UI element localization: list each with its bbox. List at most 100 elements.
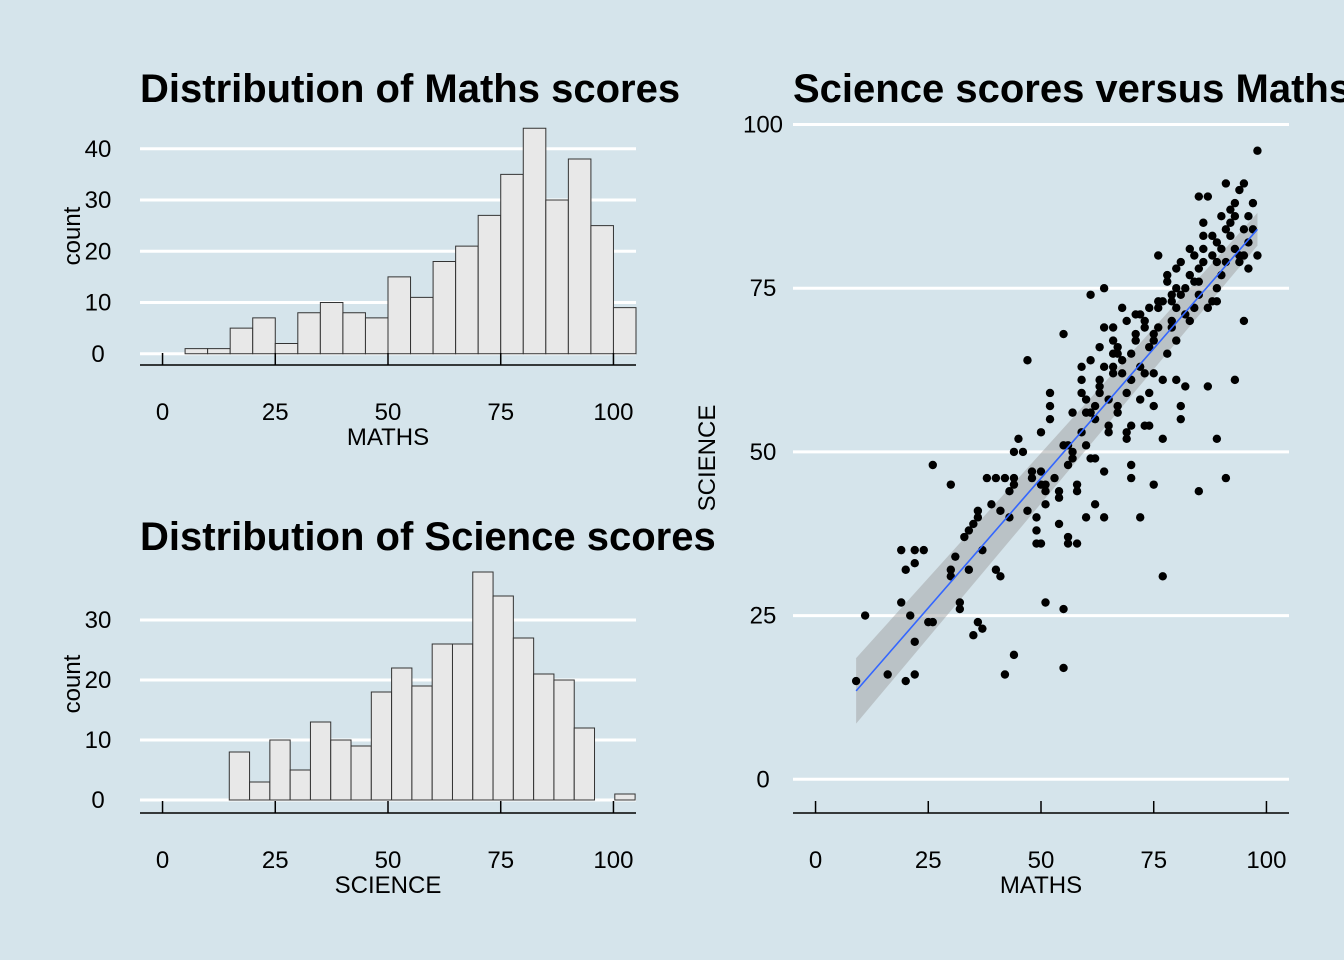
histogram-bar <box>612 307 637 355</box>
scatter-point <box>1158 434 1167 444</box>
scatter-point <box>1072 539 1082 548</box>
scatter-point <box>1149 369 1158 378</box>
scatter-point <box>1059 329 1068 339</box>
x-tick-label: 100 <box>593 847 633 874</box>
scatter-point <box>1005 486 1014 496</box>
scatter-point <box>1000 473 1010 483</box>
scatter-point <box>1226 205 1235 214</box>
scatter-point <box>973 513 983 522</box>
scatter-point <box>910 559 919 568</box>
scatter-point <box>1068 408 1077 417</box>
histogram-bar <box>411 685 433 801</box>
y-tick-label: 25 <box>750 603 777 630</box>
scatter-point <box>1045 414 1055 424</box>
scatter-point <box>1122 434 1131 444</box>
scatter-point <box>1149 336 1158 345</box>
scatter-point <box>1077 362 1086 371</box>
scatter-point <box>973 617 983 627</box>
histogram-bar <box>512 637 535 801</box>
scatter-point <box>1167 297 1176 306</box>
scatter-point <box>1163 277 1172 286</box>
scatter-point <box>910 637 919 646</box>
scatter-point <box>1099 362 1109 371</box>
scatter-point <box>1009 650 1019 660</box>
scatter-point <box>1226 231 1235 241</box>
histogram-bar <box>500 173 524 355</box>
scatter-point <box>946 565 956 574</box>
scatter-point <box>1136 362 1145 371</box>
scatter-point <box>1136 513 1145 522</box>
scatter-point <box>1244 212 1253 221</box>
scatter-point <box>960 532 969 542</box>
scatter-point <box>1221 225 1231 234</box>
y-tick-label: 30 <box>85 187 112 214</box>
x-axis-title: MATHS <box>1000 872 1082 899</box>
scatter-point <box>1041 486 1050 496</box>
histogram-bar <box>455 245 479 355</box>
scatter-point <box>1009 473 1019 483</box>
scatter-point <box>1194 264 1204 273</box>
y-tick-label: 0 <box>756 766 769 793</box>
scatter-point <box>1185 270 1195 280</box>
scatter-point <box>1081 395 1091 404</box>
scatter-point <box>1126 349 1136 358</box>
scatter-point <box>851 676 861 686</box>
scatter-point <box>1194 290 1204 299</box>
scatter-point <box>1253 251 1262 260</box>
scatter-point <box>1154 251 1163 260</box>
scatter-point <box>1203 303 1213 313</box>
y-tick-label: 20 <box>85 238 112 265</box>
histogram-bar <box>228 751 251 801</box>
histogram-bar <box>350 745 372 801</box>
scatter-point <box>1131 329 1140 339</box>
x-tick-label: 75 <box>1140 847 1167 874</box>
x-tick-label: 50 <box>375 847 402 874</box>
scatter-point <box>1032 526 1041 535</box>
scatter-point <box>1036 428 1046 437</box>
scatter-point <box>1176 290 1185 299</box>
histogram-bar <box>614 793 636 801</box>
histogram-bar <box>545 199 569 355</box>
histogram-bar <box>297 312 321 355</box>
histogram-bar <box>553 679 575 801</box>
scatter-point <box>1086 356 1095 365</box>
scatter-point <box>1212 297 1222 306</box>
histogram-bar <box>432 261 457 355</box>
scatter-point <box>969 631 978 640</box>
scatter-point <box>1185 244 1195 254</box>
scatter-point <box>1239 251 1249 260</box>
scatter-point <box>1140 369 1149 378</box>
scatter-point <box>1117 303 1127 313</box>
scatter-point <box>1122 316 1131 326</box>
scatter-point <box>1099 323 1109 332</box>
scatter-point <box>1108 323 1118 332</box>
x-tick-label: 100 <box>593 399 633 426</box>
scatter-point <box>1099 467 1109 476</box>
scatter-point <box>1027 467 1037 476</box>
scatter-point <box>1158 297 1167 306</box>
histogram-bar <box>370 691 393 801</box>
scatter-point <box>1005 513 1014 522</box>
scatter-point <box>1154 303 1163 313</box>
scatter-point <box>1009 447 1019 457</box>
histogram-bar <box>289 769 311 801</box>
y-tick-label: 20 <box>85 667 112 694</box>
scatter-point <box>1090 454 1100 463</box>
scatter-point <box>1059 663 1068 673</box>
scatter-point <box>1176 257 1185 267</box>
scatter-point <box>1095 375 1104 385</box>
scatter-point <box>1072 486 1082 496</box>
scatter-point <box>1203 192 1213 201</box>
scatter-point <box>987 500 996 509</box>
scatter-point <box>1054 493 1064 502</box>
scatter-point <box>1117 356 1127 365</box>
scatter-point <box>1149 329 1158 339</box>
scatter-point <box>1181 382 1190 391</box>
scatter-point <box>969 519 978 529</box>
scatter-point <box>1036 539 1046 548</box>
scatter-point <box>1054 486 1064 496</box>
scatter-point <box>955 598 965 607</box>
scatter-point <box>1176 414 1185 424</box>
scatter-point <box>1023 506 1032 516</box>
scatter-point <box>1086 408 1095 417</box>
